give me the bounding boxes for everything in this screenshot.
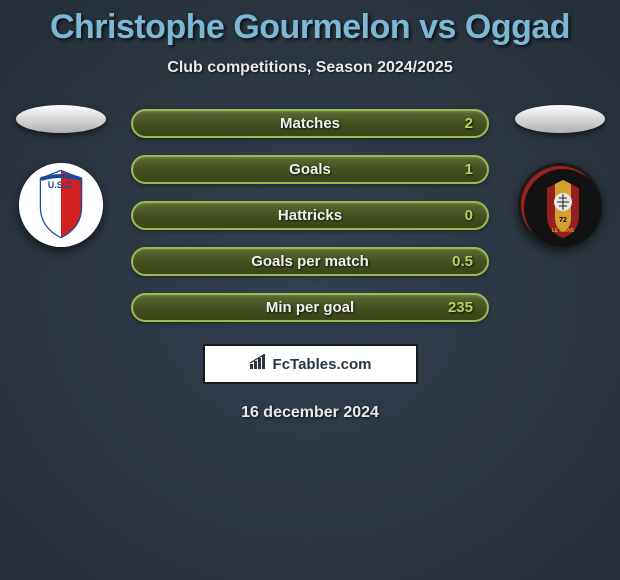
left-player-col: U.S.C.	[8, 105, 113, 247]
brand-logo-box[interactable]: FcTables.com	[203, 344, 418, 384]
stats-column: Matches 2 Goals 1 Hattricks 0 Goals per …	[113, 109, 507, 322]
stat-bar-hattricks: Hattricks 0	[131, 201, 489, 230]
stat-bar-gpm: Goals per match 0.5	[131, 247, 489, 276]
stat-bar-goals: Goals 1	[131, 155, 489, 184]
stat-value: 0.5	[452, 253, 473, 270]
chart-icon	[249, 354, 269, 375]
svg-text:U.S.C.: U.S.C.	[47, 180, 74, 190]
stat-value: 1	[465, 161, 473, 178]
stat-label: Hattricks	[278, 207, 342, 224]
stat-value: 235	[448, 299, 473, 316]
main-area: U.S.C. Matches 2 Goals 1 Hattricks 0 Goa…	[0, 105, 620, 322]
right-player-col: 72 LE MANS	[507, 105, 612, 247]
page-title: Christophe Gourmelon vs Oggad	[50, 8, 570, 47]
stat-value: 0	[465, 207, 473, 224]
stat-label: Goals	[289, 161, 331, 178]
stat-bar-mpg: Min per goal 235	[131, 293, 489, 322]
stat-label: Matches	[280, 115, 340, 132]
svg-text:72: 72	[559, 217, 567, 224]
subtitle: Club competitions, Season 2024/2025	[167, 59, 452, 77]
stat-bar-matches: Matches 2	[131, 109, 489, 138]
right-player-ellipse	[515, 105, 605, 133]
brand-text: FcTables.com	[273, 356, 372, 373]
stat-value: 2	[465, 115, 473, 132]
right-club-crest: 72 LE MANS	[518, 163, 602, 247]
svg-text:LE MANS: LE MANS	[551, 228, 574, 234]
comparison-card: Christophe Gourmelon vs Oggad Club compe…	[0, 0, 620, 422]
date-text: 16 december 2024	[241, 404, 379, 422]
left-club-crest: U.S.C.	[19, 163, 103, 247]
stat-label: Goals per match	[251, 253, 369, 270]
left-player-ellipse	[16, 105, 106, 133]
stat-label: Min per goal	[266, 299, 354, 316]
